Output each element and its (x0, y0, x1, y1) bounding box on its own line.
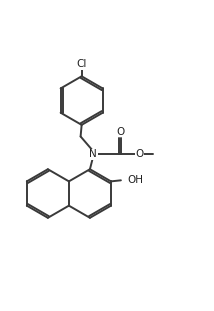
Text: O: O (117, 127, 125, 137)
Text: OH: OH (127, 175, 143, 185)
Text: N: N (89, 150, 97, 160)
Text: Cl: Cl (76, 59, 87, 69)
Text: O: O (136, 150, 144, 160)
